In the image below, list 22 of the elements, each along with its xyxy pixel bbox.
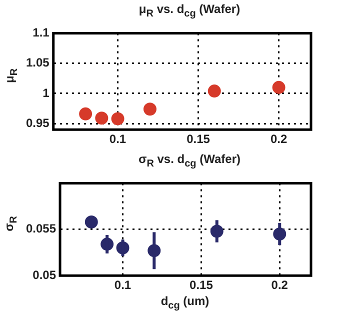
y-tick-label: 0.055 (26, 222, 56, 236)
y-tick-label: 1.1 (32, 26, 50, 40)
point (208, 84, 221, 98)
x-tick-label: 0.15 (186, 132, 210, 146)
x-axis-title: d$_{cg}$ (um) (160, 294, 210, 312)
point (84, 216, 98, 229)
point (95, 112, 108, 125)
y-tick-label: 0.95 (26, 116, 50, 130)
x-tick-label: 0.15 (190, 278, 214, 292)
y-tick-label: 1.05 (26, 56, 50, 70)
point (143, 102, 156, 116)
y-tick-label: 1 (42, 86, 50, 100)
x-tick-label: 0.1 (114, 278, 132, 292)
point (79, 107, 92, 120)
x-tick-label: 0.2 (271, 278, 288, 292)
y-tick-label: 0.05 (32, 268, 56, 282)
x-tick-label: 0.2 (270, 132, 288, 146)
x-tick-label: 0.1 (109, 132, 126, 146)
point (272, 80, 286, 94)
chart-title: σ$_{R}$ vs. d$_{cg}$ (Wafer) (137, 151, 242, 170)
chart-title: μ$_{R}$ vs. d$_{cg}$ (Wafer) (138, 1, 242, 20)
point (111, 112, 124, 126)
